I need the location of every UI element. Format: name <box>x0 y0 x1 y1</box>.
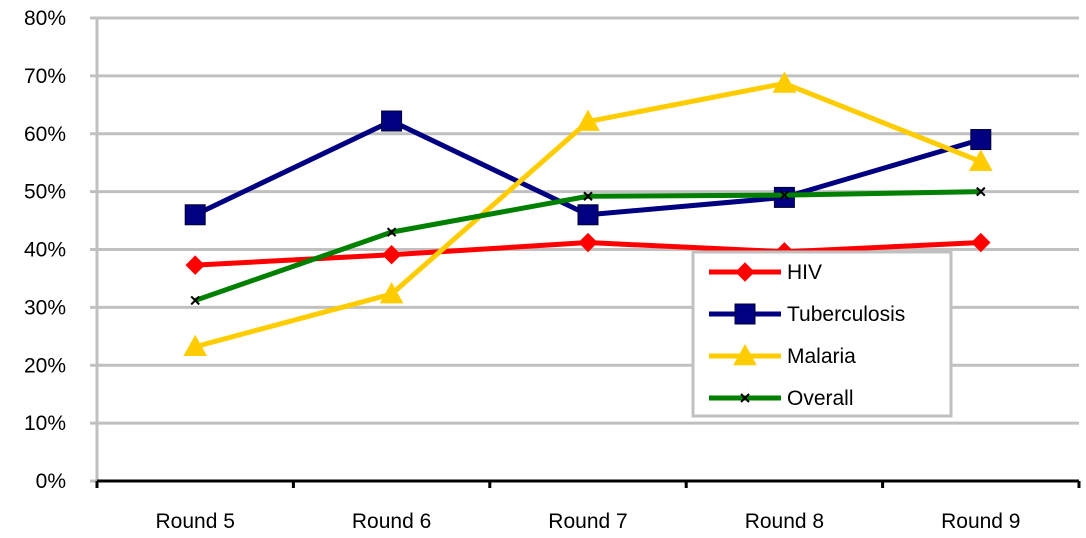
gridlines <box>97 16 1079 425</box>
data-point-malaria <box>968 149 993 171</box>
data-point-overall <box>583 191 593 201</box>
y-tick-label: 40% <box>24 239 66 262</box>
x-tick-label: Round 6 <box>352 510 431 533</box>
y-tick-label: 20% <box>24 354 66 377</box>
data-point-tuberculosis <box>184 204 206 226</box>
legend-label-malaria: Malaria <box>787 345 856 368</box>
data-point-malaria <box>379 282 404 304</box>
y-axis-tick-labels: 0% 10% 20% 30% 40% 50% 60% 70% 80% <box>24 7 66 493</box>
legend-marker-malaria <box>733 343 757 366</box>
y-tick-label: 30% <box>24 296 66 319</box>
data-point-hiv <box>971 232 991 253</box>
y-tick-label: 70% <box>24 65 66 88</box>
axes <box>90 16 1081 488</box>
data-point-malaria <box>772 71 797 93</box>
legend-box <box>691 250 953 418</box>
data-point-tuberculosis <box>970 129 992 151</box>
y-tick-label: 60% <box>24 123 66 146</box>
y-tick-label: 0% <box>36 470 66 493</box>
data-point-malaria <box>183 334 208 357</box>
legend-marker-tuberculosis <box>734 303 756 325</box>
data-point-tuberculosis <box>381 110 403 132</box>
data-point-hiv <box>578 232 598 253</box>
y-tick-label: 50% <box>24 181 66 204</box>
x-tick-label: Round 7 <box>548 510 627 533</box>
x-axis-tick-labels: Round 5 Round 6 Round 7 Round 8 Round 9 <box>155 510 1020 533</box>
legend-item-overall: Overall <box>709 387 854 410</box>
y-tick-label: 80% <box>24 7 66 30</box>
legend-item-hiv: HIV <box>709 261 822 284</box>
series-malaria <box>183 71 993 357</box>
data-point-tuberculosis <box>577 204 599 226</box>
legend-marker-hiv <box>735 262 755 282</box>
data-point-overall <box>386 227 397 237</box>
legend-item-tuberculosis: Tuberculosis <box>709 303 905 326</box>
x-tick-label: Round 5 <box>155 510 234 533</box>
legend-label-hiv: HIV <box>787 261 822 284</box>
legend: HIV Tuberculosis Malaria Overall <box>691 250 953 418</box>
legend-item-malaria: Malaria <box>709 343 856 368</box>
data-point-overall <box>779 190 790 200</box>
data-point-hiv <box>381 245 402 265</box>
y-tick-label: 10% <box>24 412 66 435</box>
data-point-overall <box>190 295 200 306</box>
data-point-hiv <box>185 255 205 275</box>
x-tick-label: Round 9 <box>941 510 1020 533</box>
legend-label-tuberculosis: Tuberculosis <box>787 303 905 326</box>
legend-label-overall: Overall <box>787 387 854 410</box>
series-layer <box>183 71 993 357</box>
series-hiv <box>185 232 991 275</box>
x-tick-label: Round 8 <box>745 510 824 533</box>
data-point-malaria <box>576 109 600 131</box>
series-overall <box>190 186 986 306</box>
data-point-overall <box>976 186 986 197</box>
legend-marker-overall <box>740 393 750 403</box>
